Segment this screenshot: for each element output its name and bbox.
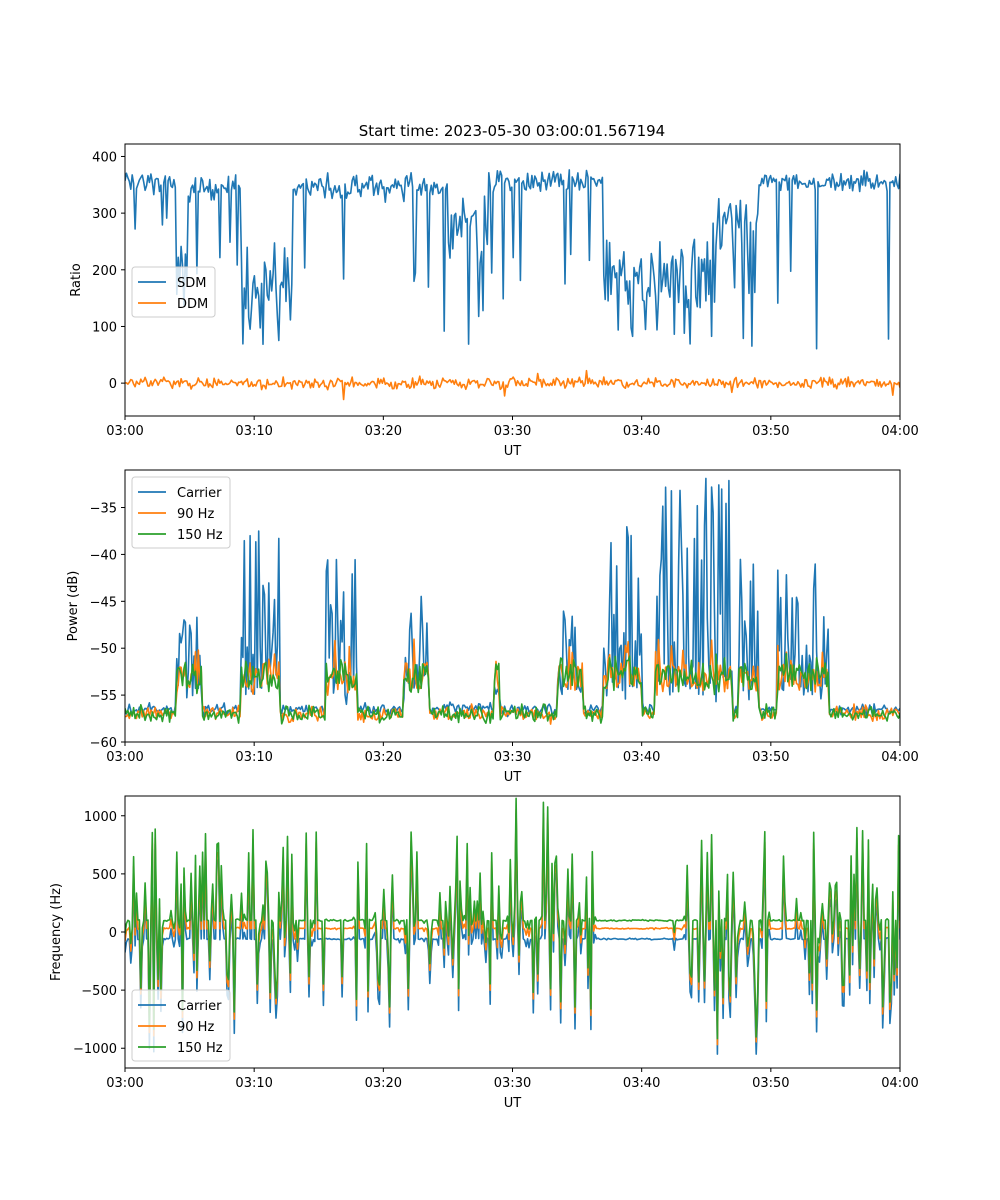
x-tick-label: 03:20 [365,1076,402,1091]
x-tick-label: 03:30 [494,750,531,765]
power-panel: 03:00 03:10 03:20 03:30 03:40 03:50 04:00 −60 −5… [66,469,919,785]
y-tick-label: 0 [109,926,117,941]
legend-label: 90 Hz [177,1020,214,1035]
y-tick-label: 200 [92,264,117,279]
x-tick-label: 03:00 [106,424,143,439]
x-tick-label: 03:50 [752,750,789,765]
series-line-sdm [125,169,900,350]
y-tick-label: 400 [92,150,117,165]
y-tick-label: −500 [81,984,117,999]
x-tick-label: 03:10 [235,750,272,765]
frequency-panel: 03:00 03:10 03:20 03:30 03:40 03:50 04:00 −1000… [49,795,919,1111]
legend-label: Carrier [177,486,222,501]
series-line-150-hz [125,653,900,725]
legend: Carrier 90 Hz 150 Hz [131,476,231,549]
legend-label: 150 Hz [177,1041,223,1056]
y-axis-label: Power (dB) [66,571,81,642]
legend-label: SDM [177,276,206,291]
x-tick-label: 03:40 [623,1076,660,1091]
x-tick-label: 04:00 [881,750,918,765]
x-tick-label: 03:30 [494,424,531,439]
y-tick-label: 300 [92,207,117,222]
legend-label: DDM [177,297,208,312]
x-tick-label: 03:40 [623,424,660,439]
x-tick-label: 03:20 [365,750,402,765]
legend-label: Carrier [177,999,222,1014]
x-tick-label: 03:50 [752,1076,789,1091]
y-tick-label: −55 [90,689,117,704]
x-tick-label: 03:20 [365,424,402,439]
x-tick-label: 03:10 [235,424,272,439]
x-tick-label: 04:00 [881,1076,918,1091]
legend-label: 150 Hz [177,528,223,543]
y-axis-label: Frequency (Hz) [49,883,64,981]
series-line-ddm [125,369,900,401]
x-tick-label: 04:00 [881,424,918,439]
x-axis-label: UT [504,444,522,459]
x-tick-label: 03:40 [623,750,660,765]
x-tick-label: 03:50 [752,424,789,439]
y-tick-label: 0 [109,377,117,392]
y-tick-label: −35 [90,502,117,517]
figure-title: Start time: 2023-05-30 03:00:01.567194 [359,122,665,140]
y-axis-label: Ratio [69,263,84,296]
x-axis-label: UT [504,1096,522,1111]
y-tick-label: −45 [90,595,117,610]
x-axis-label: UT [504,770,522,785]
y-tick-label: 100 [92,320,117,335]
y-tick-label: −60 [90,736,117,751]
x-tick-label: 03:10 [235,1076,272,1091]
x-tick-label: 03:00 [106,750,143,765]
x-tick-label: 03:00 [106,1076,143,1091]
legend: SDM DDM [131,266,216,318]
y-tick-label: 1000 [84,810,117,825]
legend-label: 90 Hz [177,507,214,522]
legend: Carrier 90 Hz 150 Hz [131,989,231,1062]
y-tick-label: −50 [90,642,117,657]
y-tick-label: −1000 [73,1042,117,1057]
x-tick-label: 03:30 [494,1076,531,1091]
y-tick-label: 500 [92,868,117,883]
series-line-150-hz [125,797,900,1040]
ratio-panel: 03:00 03:10 03:20 03:30 03:40 03:50 04:00 0 100 2… [69,143,919,459]
y-tick-label: −40 [90,548,117,563]
